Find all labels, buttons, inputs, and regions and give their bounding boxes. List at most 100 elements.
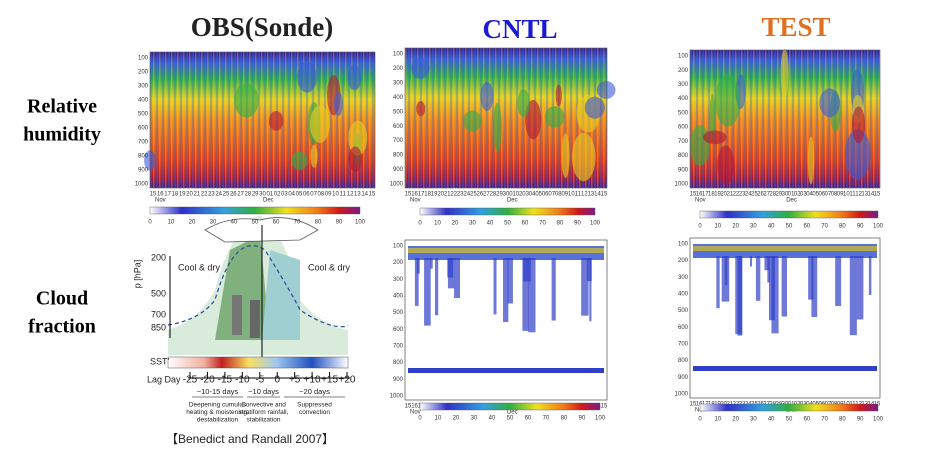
lag-tick-label: -15 xyxy=(218,375,233,386)
colorbar-label: 10 xyxy=(168,220,175,226)
day-label: 12 xyxy=(347,192,354,198)
pressure-label: 700 xyxy=(393,344,404,350)
day-label: 13 xyxy=(354,192,361,198)
day-label: 09 xyxy=(325,192,332,198)
heatmap-blob xyxy=(411,57,430,79)
pressure-label: 300 xyxy=(678,275,689,281)
day-label: 06 xyxy=(818,192,825,198)
pressure-label: 800 xyxy=(393,360,404,366)
day-label: 28 xyxy=(245,192,252,198)
lag-tick-label: 0 xyxy=(274,375,280,386)
cloud-streak xyxy=(750,256,753,267)
pressure-label: 100 xyxy=(393,52,404,58)
pressure-label: 200 xyxy=(393,260,404,266)
diagram-label: Cool & dry xyxy=(308,262,351,272)
day-label: 26 xyxy=(757,192,764,198)
heatmap-blob xyxy=(348,120,368,156)
day-label: 23 xyxy=(457,192,464,198)
day-label: 21 xyxy=(726,192,733,198)
colorbar-label: 20 xyxy=(189,220,196,226)
cloud-streak xyxy=(424,258,431,326)
pressure-label: 1000 xyxy=(135,182,149,188)
cloud-streak xyxy=(581,258,589,316)
heatmap-blob xyxy=(852,106,866,144)
lag-tick-label: -10 xyxy=(235,375,250,386)
colorbar-label: 40 xyxy=(768,417,775,423)
day-label: 29 xyxy=(776,192,783,198)
day-label: 14 xyxy=(868,192,875,198)
cloud-streak xyxy=(835,256,842,307)
heatmap-blob xyxy=(561,133,570,179)
colorbar-label: 30 xyxy=(469,221,476,227)
colorbar-label: 100 xyxy=(595,416,606,422)
day-label: 01 xyxy=(788,192,795,198)
day-label: 13 xyxy=(861,192,868,198)
month-label: Nov xyxy=(410,410,421,416)
day-label: 19 xyxy=(714,192,721,198)
phase-description: Deepening cumulus xyxy=(189,402,247,409)
colorbar-label: 80 xyxy=(315,220,322,226)
day-label: 16 xyxy=(157,192,164,198)
row-label: Cloud xyxy=(36,288,88,310)
colorbar-label: 30 xyxy=(750,417,757,423)
colorbar-label: 10 xyxy=(714,224,721,230)
day-label: 20 xyxy=(720,192,727,198)
cloud-streak xyxy=(503,258,509,322)
day-label: 01 xyxy=(266,192,273,198)
day-label: 21 xyxy=(444,192,451,198)
colorbar xyxy=(419,207,596,216)
colorbar-label: 90 xyxy=(857,224,864,230)
pressure-label: 200 xyxy=(678,68,689,74)
heatmap-blob xyxy=(480,81,494,111)
colorbar xyxy=(419,402,601,411)
pressure-label: 800 xyxy=(678,153,689,159)
colorbar-label: 40 xyxy=(768,224,775,230)
heatmap-blob xyxy=(714,74,741,127)
colorbar-label: 0 xyxy=(148,220,152,226)
pressure-label: 700 xyxy=(678,342,689,348)
cloud-streak xyxy=(764,256,769,271)
pressure-label: 100 xyxy=(393,244,404,250)
day-label: 25 xyxy=(223,192,230,198)
colorbar-label: 80 xyxy=(839,417,846,423)
lag-tick-label: +10 xyxy=(304,375,321,386)
lag-tick-label: +20 xyxy=(339,375,356,386)
colorbar-label: 90 xyxy=(336,220,343,226)
day-label: 10 xyxy=(568,192,575,198)
colorbar-label: 70 xyxy=(821,224,828,230)
phase-duration: ~20 days xyxy=(299,387,330,396)
month-label: Dec xyxy=(507,198,518,204)
pressure-label: 300 xyxy=(393,277,404,283)
pressure-label: 1000 xyxy=(675,392,689,398)
heatmap-blob xyxy=(347,64,362,91)
day-label: 15 xyxy=(601,192,608,198)
day-label: 21 xyxy=(193,192,200,198)
panel-frame xyxy=(404,239,608,401)
citation: 【Benedict and Randall 2007】 xyxy=(166,432,334,446)
panel-frame xyxy=(149,51,376,189)
phase-description: stabilization xyxy=(247,417,281,424)
colorbar-label: 50 xyxy=(504,221,511,227)
colorbar-label: 10 xyxy=(714,417,721,423)
day-label: 16 xyxy=(696,402,703,408)
month-label: Dec xyxy=(263,198,274,204)
colorbar xyxy=(149,206,361,215)
day-label: 24 xyxy=(745,192,752,198)
day-label: 15 xyxy=(405,192,412,198)
lag-title: Lag Day xyxy=(147,374,181,384)
day-label: 18 xyxy=(708,192,715,198)
day-label: 08 xyxy=(831,192,838,198)
pressure-label: 900 xyxy=(138,168,149,174)
day-label: 02 xyxy=(516,192,523,198)
cloud-streak xyxy=(771,256,779,334)
day-label: 10 xyxy=(332,192,339,198)
heatmap-texture xyxy=(150,52,375,188)
colorbar-label: 60 xyxy=(525,416,532,422)
day-label: 22 xyxy=(450,192,457,198)
row-label: fraction xyxy=(28,316,96,338)
phase-duration: ~10-15 days xyxy=(197,387,239,396)
panel-frame xyxy=(404,47,608,189)
colorbar-label: 80 xyxy=(557,221,564,227)
colorbar-label: 10 xyxy=(434,221,441,227)
